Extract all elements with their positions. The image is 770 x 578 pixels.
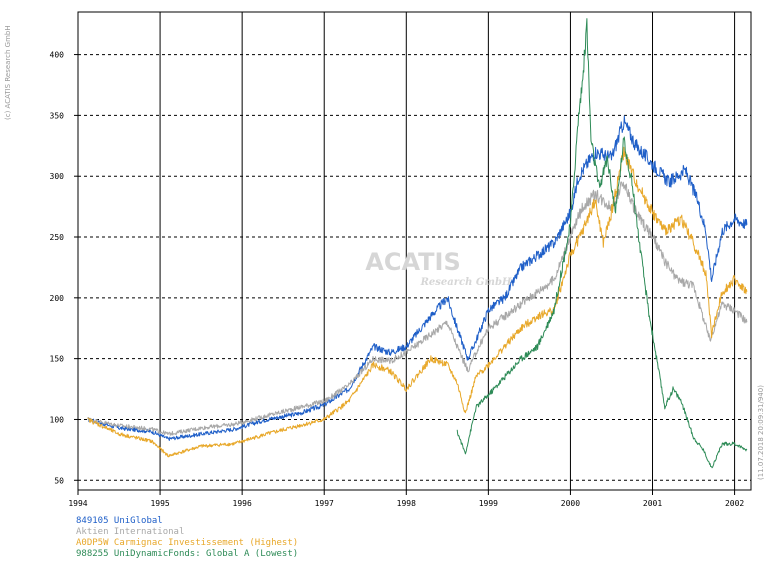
y-tick-label: 400 [50,51,65,60]
copyright-note: (c) ACATIS Research GmbH [4,25,12,120]
x-tick-label: 1994 [68,499,87,508]
x-tick-label: 2000 [561,499,580,508]
series-line-2 [87,146,748,458]
y-tick-label: 150 [50,355,65,364]
legend: 849105 UniGlobal Aktien International A0DP… [76,516,298,560]
series-line-0 [87,115,748,441]
legend-item: Aktien International [76,527,185,537]
legend-item: 849105 UniGlobal [76,516,163,526]
series-line-3 [456,18,748,469]
x-tick-label: 1998 [397,499,416,508]
watermark-main: ACATIS [365,248,460,276]
y-tick-label: 50 [54,476,64,485]
legend-item: 988255 UniDynamicFonds: Global A (Lowest… [76,549,299,559]
series-lines [87,18,748,469]
y-tick-label: 350 [50,111,65,120]
plot-frame [77,11,752,491]
x-tick-label: 1995 [150,499,169,508]
watermark: ACATIS Research GmbH [365,248,512,288]
series-line-1 [87,181,748,436]
y-tick-label: 300 [50,172,65,181]
x-tick-label: 1997 [315,499,334,508]
watermark-sub: Research GmbH [420,277,512,288]
timestamp-note: (11.07.2018 20:09:31/940) [757,385,765,480]
x-tick-label: 1999 [479,499,498,508]
axes: 1994 1995 1996 1997 1998 1999 2000 2001 20025010… [50,51,745,508]
y-tick-label: 100 [50,415,65,424]
legend-item: A0DP5W Carmignac Investissement (Highest… [76,538,299,548]
x-tick-label: 2002 [725,499,744,508]
x-tick-label: 1996 [233,499,252,508]
y-tick-label: 200 [50,294,65,303]
x-tick-label: 2001 [643,499,662,508]
y-tick-label: 250 [50,233,65,242]
